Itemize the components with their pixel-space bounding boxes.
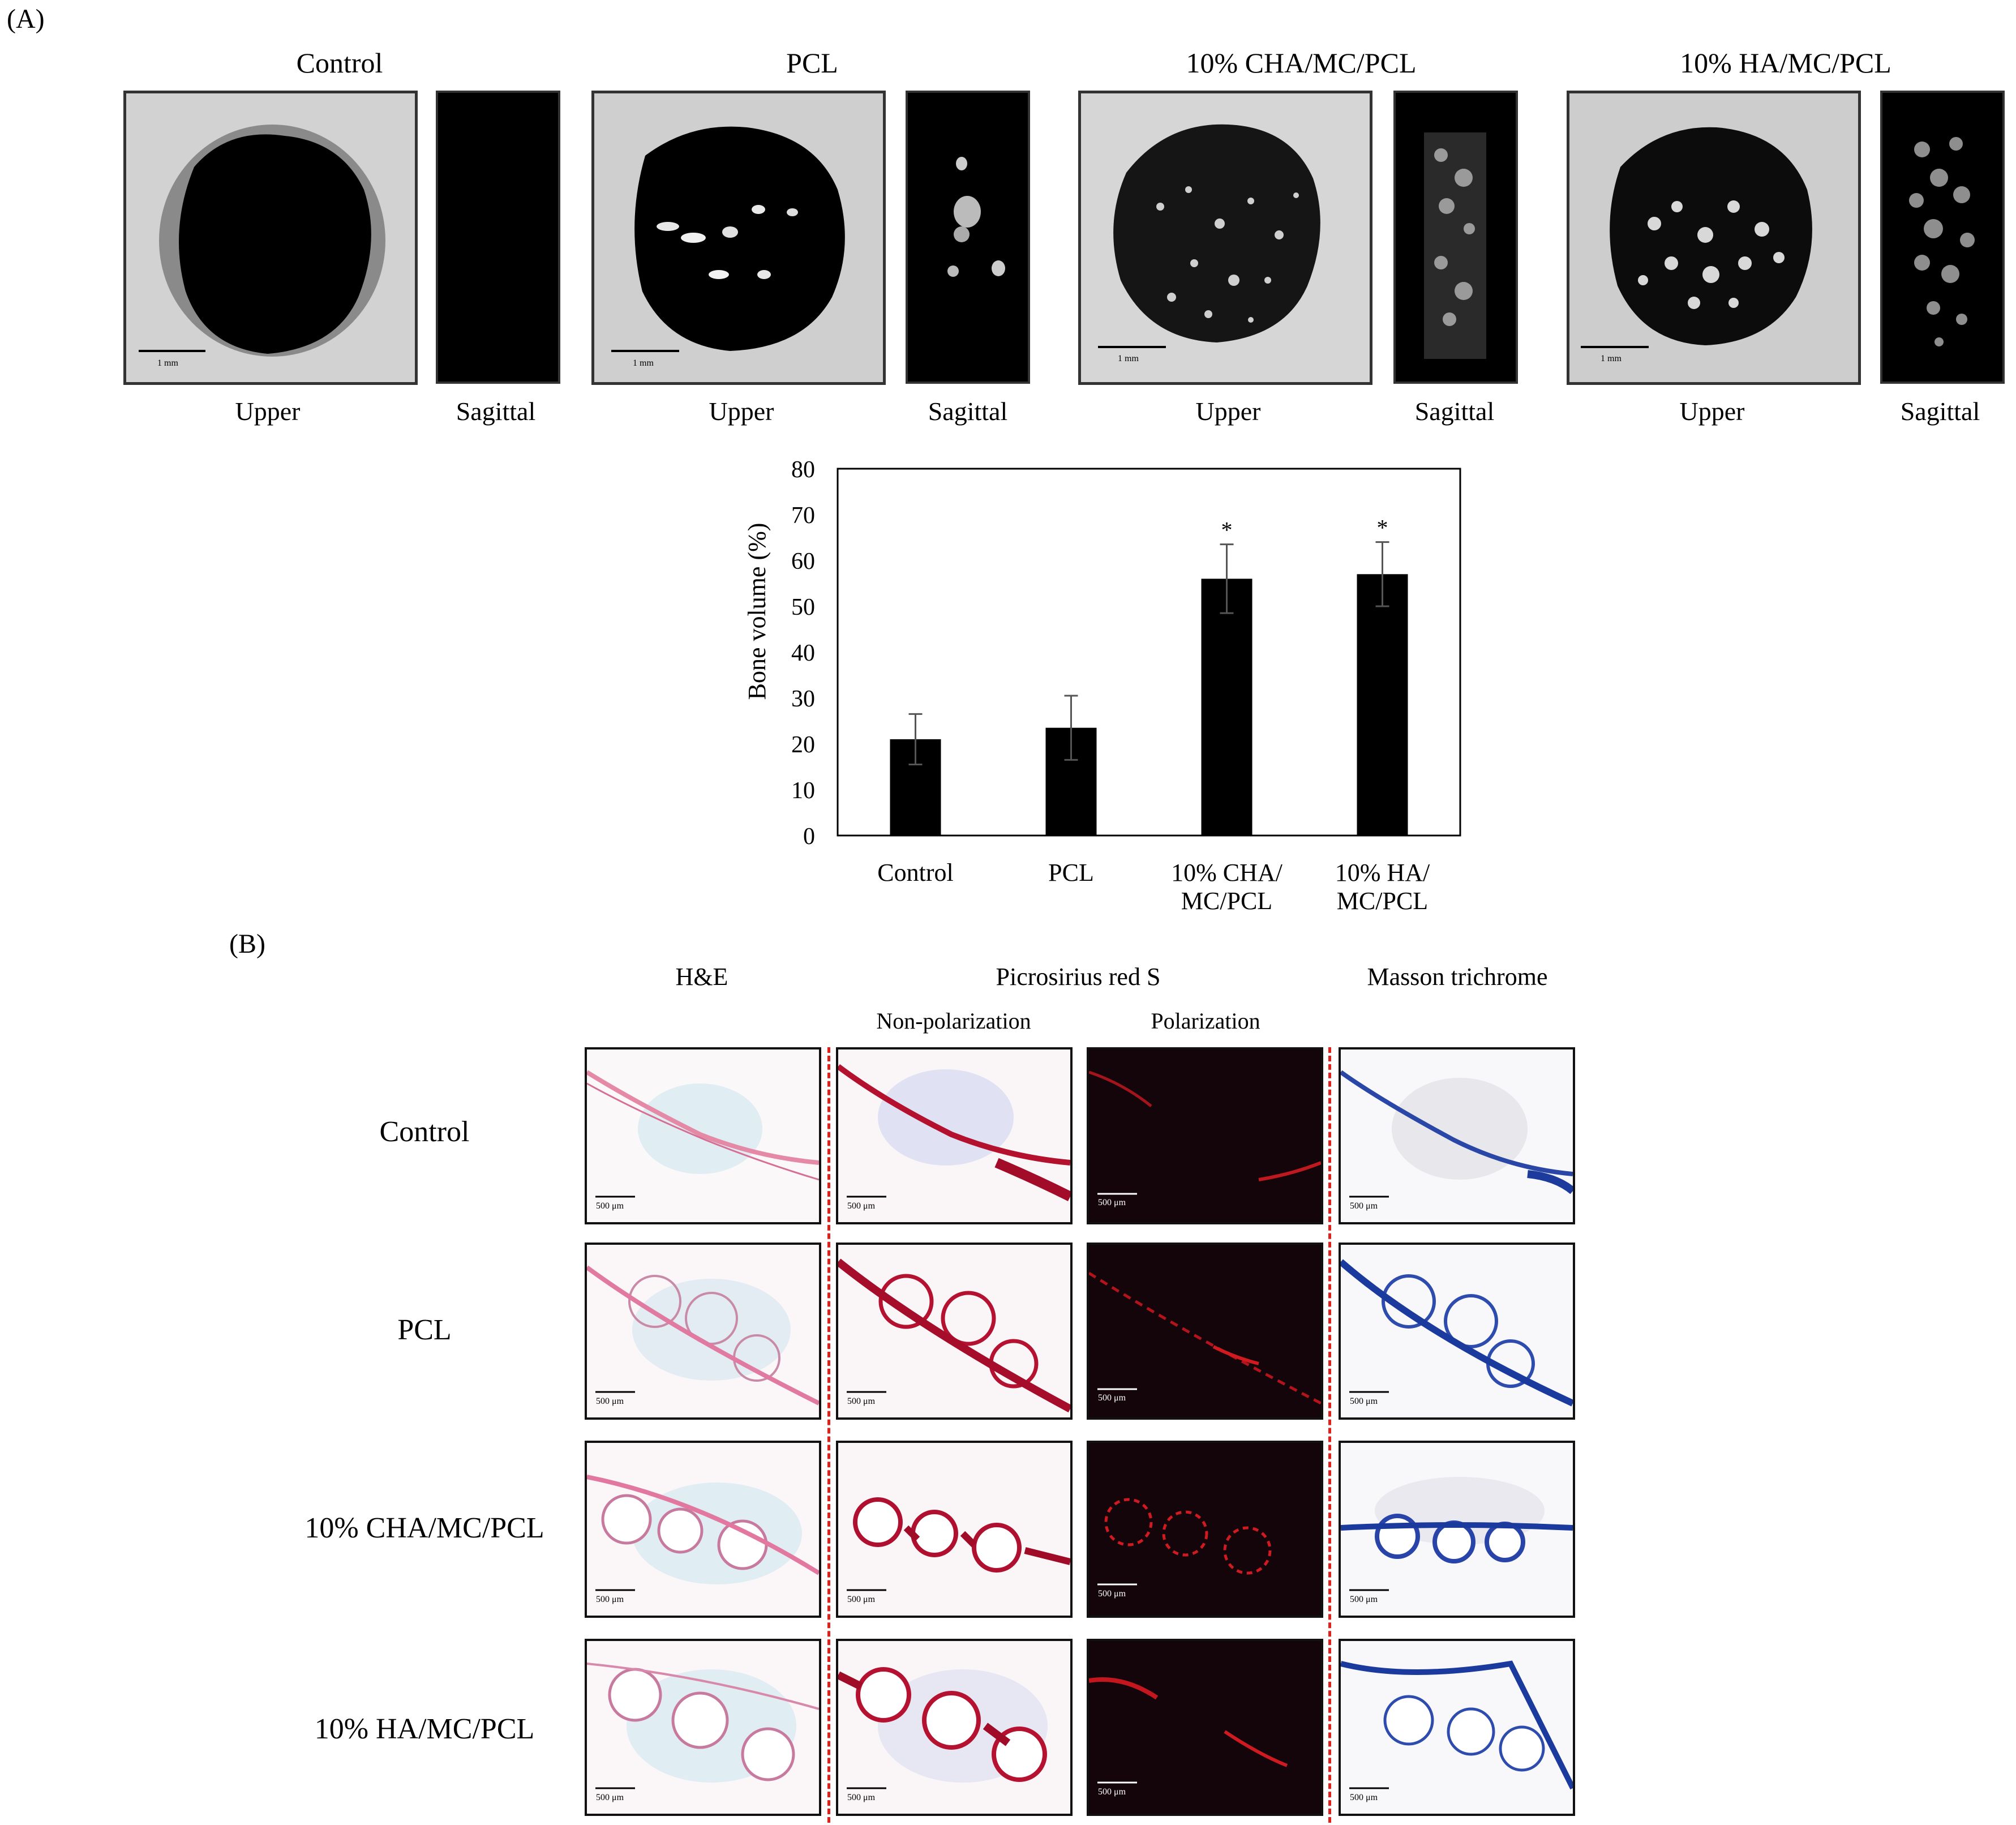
row-label-pcl: PCL xyxy=(397,1314,452,1346)
scale-bar-label: 500 μm xyxy=(596,1396,624,1406)
column-header-he: H&E xyxy=(675,963,728,991)
histology-ha-polarization: 500 μm xyxy=(1087,1639,1323,1816)
microct-sagittal-pcl xyxy=(906,91,1030,384)
y-tick-label: 20 xyxy=(791,732,815,758)
chart-y-axis-label: Bone volume (%) xyxy=(743,523,771,700)
scale-bar-label: 1 mm xyxy=(633,358,654,368)
microct-sagittal-control xyxy=(436,91,560,384)
scale-bar-label: 500 μm xyxy=(596,1201,624,1211)
scale-bar-label: 1 mm xyxy=(1118,354,1139,363)
upper-label-ha: Upper xyxy=(1679,397,1745,426)
x-tick-label: Control xyxy=(877,859,953,886)
group-title-pcl: PCL xyxy=(786,47,838,79)
column-header-masson: Masson trichrome xyxy=(1367,963,1548,991)
scale-bar-label: 500 μm xyxy=(1350,1793,1378,1802)
y-tick-label: 60 xyxy=(791,549,815,575)
group-title-ha: 10% HA/MC/PCL xyxy=(1680,47,1891,79)
histology-ha-masson: 500 μm xyxy=(1339,1639,1575,1816)
row-label-control: Control xyxy=(379,1116,470,1148)
microct-upper-ha: 1 mm xyxy=(1567,91,1861,385)
upper-label-control: Upper xyxy=(235,397,301,426)
histology-pcl-masson: 500 μm xyxy=(1339,1243,1575,1420)
y-tick-label: 30 xyxy=(791,686,815,712)
sagittal-label-ha: Sagittal xyxy=(1900,397,1980,426)
sagittal-label-pcl: Sagittal xyxy=(928,397,1008,426)
scale-bar-label: 500 μm xyxy=(847,1201,876,1211)
scale-bar-label: 500 μm xyxy=(1350,1595,1378,1604)
histology-cha-non-polarization: 500 μm xyxy=(836,1441,1073,1618)
significance-marker: * xyxy=(1377,515,1388,541)
histology-pcl-he: 500 μm xyxy=(585,1243,821,1420)
row-label-cha: 10% CHA/MC/PCL xyxy=(304,1512,544,1544)
scale-bar-label: 500 μm xyxy=(596,1793,624,1802)
histology-control-polarization: 500 μm xyxy=(1087,1047,1323,1224)
y-tick-label: 40 xyxy=(791,640,815,666)
scale-bar-label: 500 μm xyxy=(847,1396,876,1406)
histology-pcl-polarization: 500 μm xyxy=(1087,1243,1323,1420)
histology-cha-polarization: 500 μm xyxy=(1087,1441,1323,1618)
histology-control-he: 500 μm xyxy=(585,1047,821,1224)
scale-bar-label: 500 μm xyxy=(596,1595,624,1604)
microct-sagittal-ha xyxy=(1880,91,2005,384)
scale-bar-label: 500 μm xyxy=(847,1793,876,1802)
x-tick-label: 10% HA/ xyxy=(1335,859,1430,886)
scale-bar-label: 500 μm xyxy=(1098,1589,1126,1599)
column-subheader-polarization: Polarization xyxy=(1151,1008,1260,1034)
scale-bar-label: 500 μm xyxy=(1350,1201,1378,1211)
scale-bar-label: 1 mm xyxy=(157,358,178,368)
bar xyxy=(1357,574,1408,836)
microct-upper-control: 1 mm xyxy=(123,91,418,385)
sagittal-label-control: Sagittal xyxy=(456,397,536,426)
histology-cha-masson: 500 μm xyxy=(1339,1441,1575,1618)
microct-sagittal-cha xyxy=(1393,91,1518,384)
panel-b-label: (B) xyxy=(229,929,265,959)
upper-label-pcl: Upper xyxy=(709,397,774,426)
divider-he-picrosirius xyxy=(827,1047,830,1823)
y-tick-label: 80 xyxy=(791,457,815,483)
x-tick-label: MC/PCL xyxy=(1181,887,1272,915)
y-tick-label: 70 xyxy=(791,503,815,529)
upper-label-cha: Upper xyxy=(1195,397,1261,426)
histology-ha-he: 500 μm xyxy=(585,1639,821,1816)
microct-upper-pcl: 1 mm xyxy=(591,91,886,385)
x-tick-label: MC/PCL xyxy=(1337,887,1428,915)
histology-ha-non-polarization: 500 μm xyxy=(836,1639,1073,1816)
histology-control-masson: 500 μm xyxy=(1339,1047,1575,1224)
microct-upper-cha: 1 mm xyxy=(1078,91,1372,385)
column-header-picrosirius: Picrosirius red S xyxy=(996,963,1161,991)
scale-bar-label: 500 μm xyxy=(1350,1396,1378,1406)
significance-marker: * xyxy=(1221,517,1233,543)
y-tick-label: 50 xyxy=(791,594,815,620)
column-subheader-non-polarization: Non-polarization xyxy=(876,1008,1031,1034)
histology-control-non-polarization: 500 μm xyxy=(836,1047,1073,1224)
y-tick-label: 0 xyxy=(803,824,815,850)
x-tick-label: 10% CHA/ xyxy=(1171,859,1283,886)
bone-volume-chart: Bone volume (%) 0 10 20 30 40 50 60 70 80 Control… xyxy=(743,457,1461,915)
panel-a-label: (A) xyxy=(7,4,45,34)
group-title-cha: 10% CHA/MC/PCL xyxy=(1186,47,1417,79)
scale-bar-label: 1 mm xyxy=(1601,354,1622,363)
x-tick-label: PCL xyxy=(1048,859,1094,886)
sagittal-label-cha: Sagittal xyxy=(1414,397,1495,426)
y-tick-label: 10 xyxy=(791,778,815,804)
scale-bar-label: 500 μm xyxy=(1098,1198,1126,1207)
divider-picrosirius-masson xyxy=(1328,1047,1331,1823)
scale-bar-label: 500 μm xyxy=(1098,1393,1126,1403)
scale-bar-label: 500 μm xyxy=(847,1595,876,1604)
row-label-ha: 10% HA/MC/PCL xyxy=(314,1713,535,1745)
chart-plot-frame xyxy=(837,468,1461,837)
histology-pcl-non-polarization: 500 μm xyxy=(836,1243,1073,1420)
bar xyxy=(1201,579,1253,836)
group-title-control: Control xyxy=(296,47,383,79)
histology-cha-he: 500 μm xyxy=(585,1441,821,1618)
scale-bar-label: 500 μm xyxy=(1098,1787,1126,1797)
